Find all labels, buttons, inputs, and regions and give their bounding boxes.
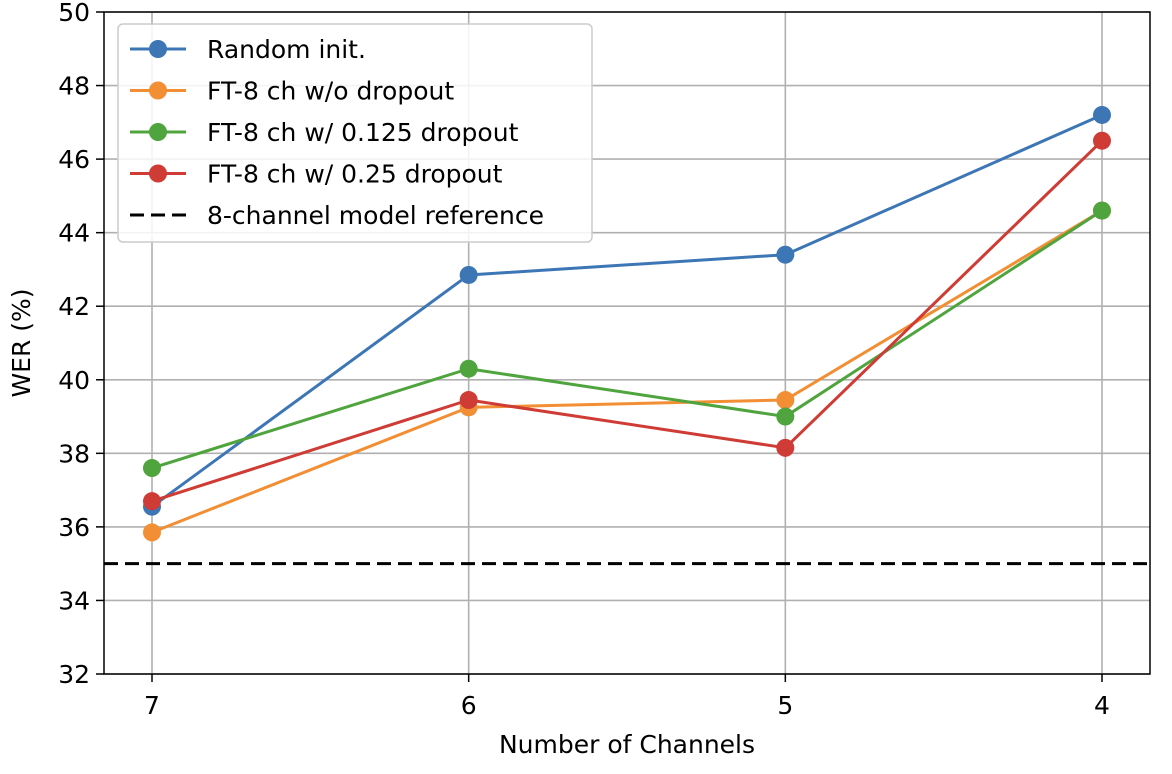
legend-swatch-marker: [149, 164, 167, 183]
series-layer: [143, 105, 1111, 542]
data-point: [459, 265, 478, 284]
legend-item: FT-8 ch w/ 0.25 dropout: [130, 160, 503, 189]
y-tick-label: 42: [58, 292, 90, 321]
y-axis-label: WER (%): [7, 288, 36, 397]
legend-swatch-marker: [149, 40, 167, 58]
legend-item: FT-8 ch w/ 0.125 dropout: [130, 118, 519, 147]
axis-ticks: 32 34 36 38 40 42 44 46 48 50 7 6 5 4: [58, 0, 1110, 720]
data-point: [1093, 105, 1111, 124]
series-2: [143, 201, 1111, 542]
series-line: [151, 113, 1103, 508]
legend-label: 8-channel model reference: [207, 201, 544, 230]
y-tick-label: 40: [58, 366, 90, 395]
y-tick-label: 32: [58, 660, 90, 689]
data-point: [459, 391, 478, 410]
legend-label: FT-8 ch w/ 0.25 dropout: [207, 160, 503, 189]
data-point: [143, 523, 161, 542]
y-tick-label: 38: [58, 439, 90, 468]
legend-box: [117, 23, 593, 243]
legend-swatch-marker: [149, 81, 167, 100]
legend-label: FT-8 ch w/ 0.125 dropout: [207, 118, 519, 147]
x-tick-label: 4: [1094, 691, 1110, 720]
data-point: [776, 438, 795, 457]
x-tick-label: 7: [144, 691, 160, 720]
x-tick-label: 6: [461, 691, 477, 720]
legend-item: Random init.: [130, 35, 366, 64]
legend-label: Random init.: [207, 35, 366, 64]
plot-area-frame: [103, 11, 1151, 675]
series-line: [151, 209, 1103, 534]
y-tick-label: 50: [58, 0, 90, 27]
data-point: [776, 391, 795, 410]
x-axis-label: Number of Channels: [499, 730, 755, 759]
legend-item: FT-8 ch w/o dropout: [130, 77, 454, 106]
legend-item: 8-channel model reference: [130, 201, 544, 230]
data-point: [459, 359, 478, 378]
legend: Random init. FT-8 ch w/o dropout FT-8 ch w…: [117, 23, 593, 243]
y-tick-label: 34: [58, 586, 90, 615]
data-point: [776, 407, 795, 426]
series-line: [151, 209, 1103, 470]
y-tick-label: 44: [58, 219, 90, 248]
series-line: [151, 139, 1104, 503]
series-3: [143, 201, 1111, 478]
data-point: [143, 492, 161, 511]
y-tick-label: 36: [58, 513, 90, 542]
data-point: [1093, 201, 1111, 220]
data-point: [776, 245, 795, 264]
data-point: [143, 459, 161, 478]
x-tick-label: 5: [777, 691, 793, 720]
legend-swatch-marker: [149, 123, 167, 141]
series-4: [143, 131, 1111, 511]
data-point: [1093, 131, 1111, 150]
legend-label: FT-8 ch w/o dropout: [207, 77, 454, 106]
y-tick-label: 48: [58, 72, 90, 101]
y-tick-label: 46: [58, 145, 90, 174]
